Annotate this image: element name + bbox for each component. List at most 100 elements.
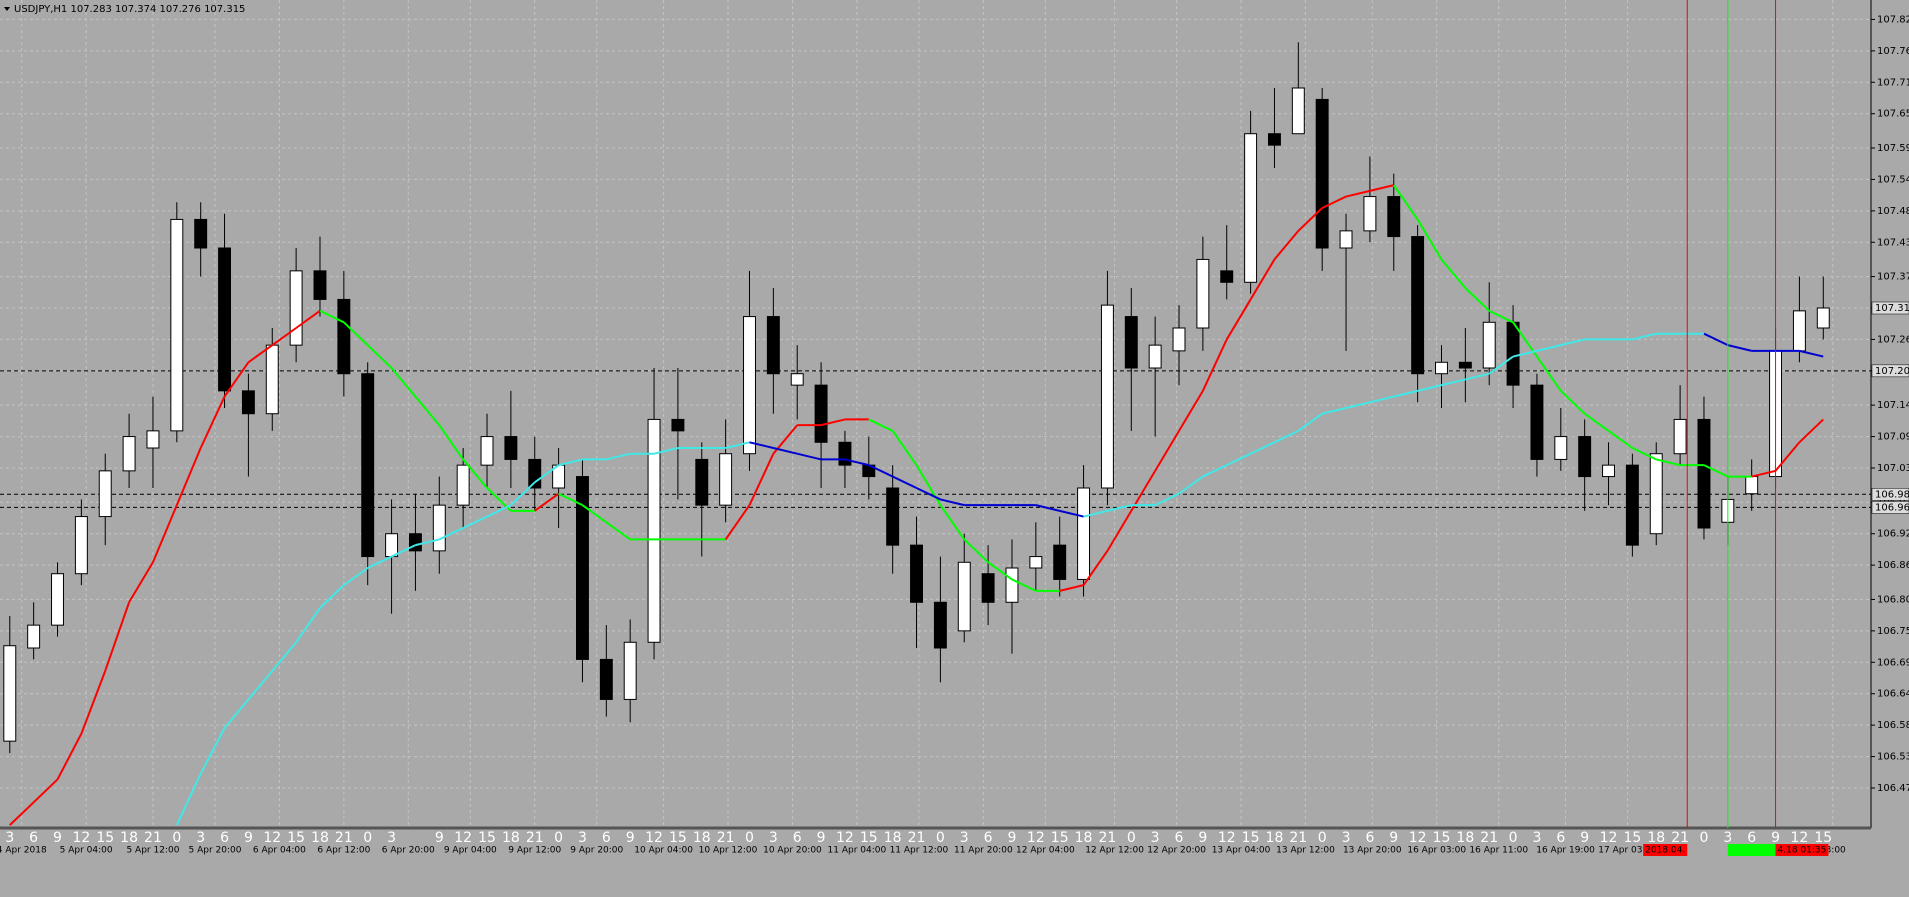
moving-average-segment <box>963 538 989 564</box>
candle-body <box>910 544 923 603</box>
candle-body <box>933 601 947 649</box>
hour-label: 15 <box>669 830 687 846</box>
hour-label: 12 <box>1027 830 1045 846</box>
hour-label: 18 <box>1266 830 1284 846</box>
candle-body <box>599 658 613 700</box>
hour-label: 12 <box>645 830 663 846</box>
date-label: 4 Apr 2018 <box>0 846 47 856</box>
candle-body <box>361 373 375 558</box>
hour-label: 15 <box>1814 830 1832 846</box>
level-box <box>1871 501 1909 514</box>
candle-body <box>1315 98 1329 249</box>
hour-label: 12 <box>72 830 90 846</box>
moving-average-segment <box>891 430 918 466</box>
hour-label: 6 <box>1365 830 1374 846</box>
hour-label: 18 <box>1075 830 1093 846</box>
y-tick-label: 106.865 <box>1877 560 1909 571</box>
moving-average-segment <box>1560 390 1586 415</box>
moving-average-segment <box>9 801 35 826</box>
candle-body <box>623 641 637 700</box>
hour-label: 6 <box>602 830 611 846</box>
moving-average-segment <box>558 492 583 507</box>
hour-label: 0 <box>554 830 563 846</box>
date-label: 11 Apr 12:00 <box>890 846 949 856</box>
hour-label: 6 <box>29 830 38 846</box>
candle-body <box>1578 436 1592 478</box>
moving-average-segment <box>199 396 226 449</box>
candle-body <box>74 516 88 575</box>
moving-average-segment <box>1417 384 1442 392</box>
candle-body <box>1387 196 1401 238</box>
candle-body <box>766 316 780 375</box>
candle-body <box>1506 321 1520 386</box>
hour-label: 9 <box>817 830 826 846</box>
candle-body <box>1792 310 1806 352</box>
moving-average-segment <box>175 447 202 506</box>
moving-average-segment <box>1798 418 1824 444</box>
hour-label: 9 <box>1008 830 1017 846</box>
moving-average-segment <box>987 561 1013 581</box>
date-label: 16 Apr 11:00 <box>1469 846 1528 856</box>
hour-label: 6 <box>1175 830 1184 846</box>
y-tick-label: 107.710 <box>1877 77 1909 88</box>
candle-body <box>504 436 518 460</box>
moving-average-segment <box>581 504 607 524</box>
candle-body <box>146 430 160 449</box>
menu-triangle[interactable] <box>4 7 10 11</box>
moving-average-segment <box>367 555 393 569</box>
axes: 106.475 106.530 106.585 106.640 106.695 106.7… <box>0 14 1909 855</box>
vertical-line-label-box <box>1775 844 1829 856</box>
moving-average-segment <box>1393 389 1418 398</box>
moving-average-segment <box>1560 338 1585 347</box>
moving-average-segment <box>534 464 560 484</box>
candle-body <box>1673 418 1687 455</box>
hour-label: 21 <box>1289 830 1307 846</box>
moving-average-segment <box>1011 578 1037 592</box>
moving-average-segment <box>1512 349 1538 358</box>
candle-body <box>1602 464 1615 478</box>
y-tick-label: 106.585 <box>1877 720 1909 731</box>
date-label: 9 Apr 04:00 <box>444 846 497 856</box>
candle-body <box>3 645 17 742</box>
hour-label: 15 <box>1242 830 1260 846</box>
candle-body <box>337 298 351 375</box>
level-label: 106.989 <box>1875 489 1909 500</box>
candle-body <box>408 533 422 552</box>
candle-body <box>671 418 685 432</box>
moving-average-segment <box>939 504 966 541</box>
date-label: 10 Apr 04:00 <box>634 846 693 856</box>
moving-average-segment <box>438 424 464 461</box>
moving-average-segment <box>1464 287 1490 312</box>
moving-average-segment <box>199 727 226 775</box>
date-label: 11 Apr 04:00 <box>828 846 887 856</box>
y-tick-label: 106.805 <box>1877 594 1909 605</box>
candle-body <box>575 476 589 660</box>
hour-label: 9 <box>1580 830 1589 846</box>
candle-body <box>886 487 900 546</box>
hour-label: 15 <box>1433 830 1451 846</box>
y-tick-label: 106.695 <box>1877 657 1909 668</box>
candle-body <box>838 441 852 466</box>
y-tick-label: 107.655 <box>1877 109 1909 120</box>
moving-average-segment <box>486 504 512 518</box>
y-tick-label: 107.485 <box>1877 206 1909 217</box>
moving-average-segment <box>343 321 369 346</box>
moving-average-segment <box>343 567 369 586</box>
moving-average-segment <box>1656 458 1681 467</box>
moving-average-segment <box>1059 509 1084 518</box>
moving-average-segment <box>1369 395 1394 404</box>
moving-average-segment <box>749 441 774 449</box>
moving-average-segment <box>414 395 441 426</box>
moving-average-segment <box>1321 195 1347 209</box>
hour-label: 0 <box>363 830 372 846</box>
candle-body <box>1029 556 1043 569</box>
moving-average-segment <box>1440 258 1467 289</box>
moving-average-segment <box>724 504 751 541</box>
date-label: 03:00 <box>1820 846 1846 856</box>
moving-average-segment <box>1703 464 1729 478</box>
candle-body <box>1745 476 1759 495</box>
moving-average-segment <box>1106 510 1133 552</box>
hour-label: 15 <box>96 830 114 846</box>
moving-average-segment <box>1488 355 1514 375</box>
